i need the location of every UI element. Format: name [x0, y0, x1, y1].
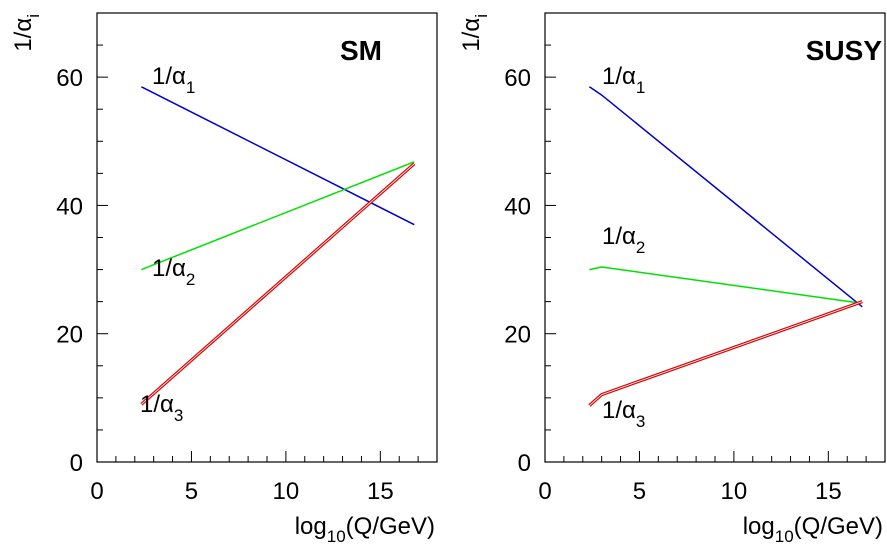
- curve-label-alpha2: 1/α2: [602, 223, 645, 257]
- curve-label-alpha1: 1/α1: [152, 63, 195, 97]
- panel-susy: 0 5 10 15 0 20 40 60 log10(Q/GeV) 1/αi SUSY 1/α1 1/α…: [458, 12, 886, 546]
- y-tick-label: 20: [56, 322, 83, 349]
- x-tick-label: 10: [273, 478, 300, 505]
- y-tick-label: 0: [70, 450, 83, 477]
- curve-label-alpha3: 1/α3: [602, 397, 645, 431]
- series-line-alpha3-core: [141, 163, 415, 405]
- series-line-alpha3-core: [589, 301, 863, 406]
- y-tick-label: 40: [56, 193, 83, 220]
- x-tick-label: 5: [633, 478, 646, 505]
- y-tick-label: 0: [518, 450, 531, 477]
- series-line-alpha2: [141, 161, 415, 271]
- series-line-alpha1: [588, 86, 863, 308]
- y-axis-title: 1/αi: [458, 14, 491, 52]
- y-axis-title: 1/αi: [10, 14, 43, 52]
- x-axis-title: log10(Q/GeV): [743, 513, 883, 546]
- x-tick-label: 0: [538, 478, 551, 505]
- x-tick-label: 10: [721, 478, 748, 505]
- curve-label-alpha2: 1/α2: [152, 255, 195, 289]
- x-tick-label: 15: [815, 478, 842, 505]
- plot-frame: [544, 12, 886, 463]
- x-tick-label: 15: [367, 478, 394, 505]
- y-tick-label: 60: [504, 65, 531, 92]
- x-axis-title: log10(Q/GeV): [295, 513, 435, 546]
- curve-label-alpha1: 1/α1: [602, 63, 645, 97]
- x-tick-label: 5: [185, 478, 198, 505]
- series-line-alpha3-band: [588, 300, 863, 407]
- panel-sm: 0 5 10 15 0 20 40 60 log10(Q/GeV) 1/αi SM 1/α1 1/α2 1…: [10, 12, 438, 546]
- y-tick-label: 40: [504, 193, 531, 220]
- y-tick-label: 60: [56, 65, 83, 92]
- curve-label-alpha3: 1/α3: [140, 391, 183, 425]
- x-tick-label: 0: [90, 478, 103, 505]
- panel-label: SUSY: [806, 35, 883, 66]
- series-line-alpha2: [589, 266, 859, 304]
- y-tick-label: 20: [504, 322, 531, 349]
- panel-label: SM: [340, 35, 382, 66]
- series-line-alpha1: [141, 86, 415, 226]
